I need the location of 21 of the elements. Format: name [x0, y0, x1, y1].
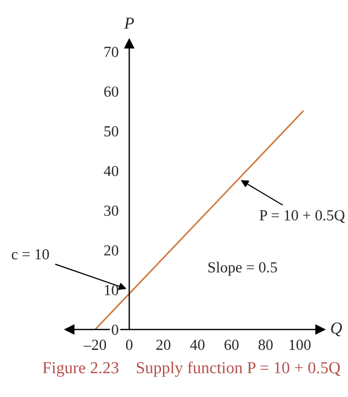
x-tick-label: 40 — [190, 340, 204, 350]
x-tick-label: 20 — [156, 340, 170, 350]
y-tick-label: 20 — [104, 245, 118, 256]
x-tick-label: 100 — [290, 340, 311, 350]
x-tick-label: 80 — [258, 340, 273, 350]
y-tick-label: 10 — [104, 284, 118, 296]
y-tick-label: 70 — [104, 46, 118, 58]
text: Figure 2.23 Supply function P = 10 + 0.5Q — [42, 361, 340, 377]
x-tick-label: 0 — [126, 340, 132, 350]
y-tick-label: 40 — [104, 166, 118, 176]
annotation: Slope = 0.5 — [208, 262, 277, 276]
annotation: c = 10 — [12, 249, 49, 260]
y-tick-label: 30 — [104, 206, 118, 216]
y-tick-label: 60 — [104, 86, 118, 97]
y-axis-title: P — [124, 18, 134, 29]
y-tick-label: 0 — [112, 324, 118, 335]
x-axis-title: Q — [331, 322, 342, 336]
annotation: P = 10 + 0.5Q — [260, 210, 345, 223]
y-tick-label: 50 — [104, 126, 118, 136]
x-tick-label: –20 — [84, 340, 106, 350]
x-tick-label: 60 — [224, 340, 239, 350]
